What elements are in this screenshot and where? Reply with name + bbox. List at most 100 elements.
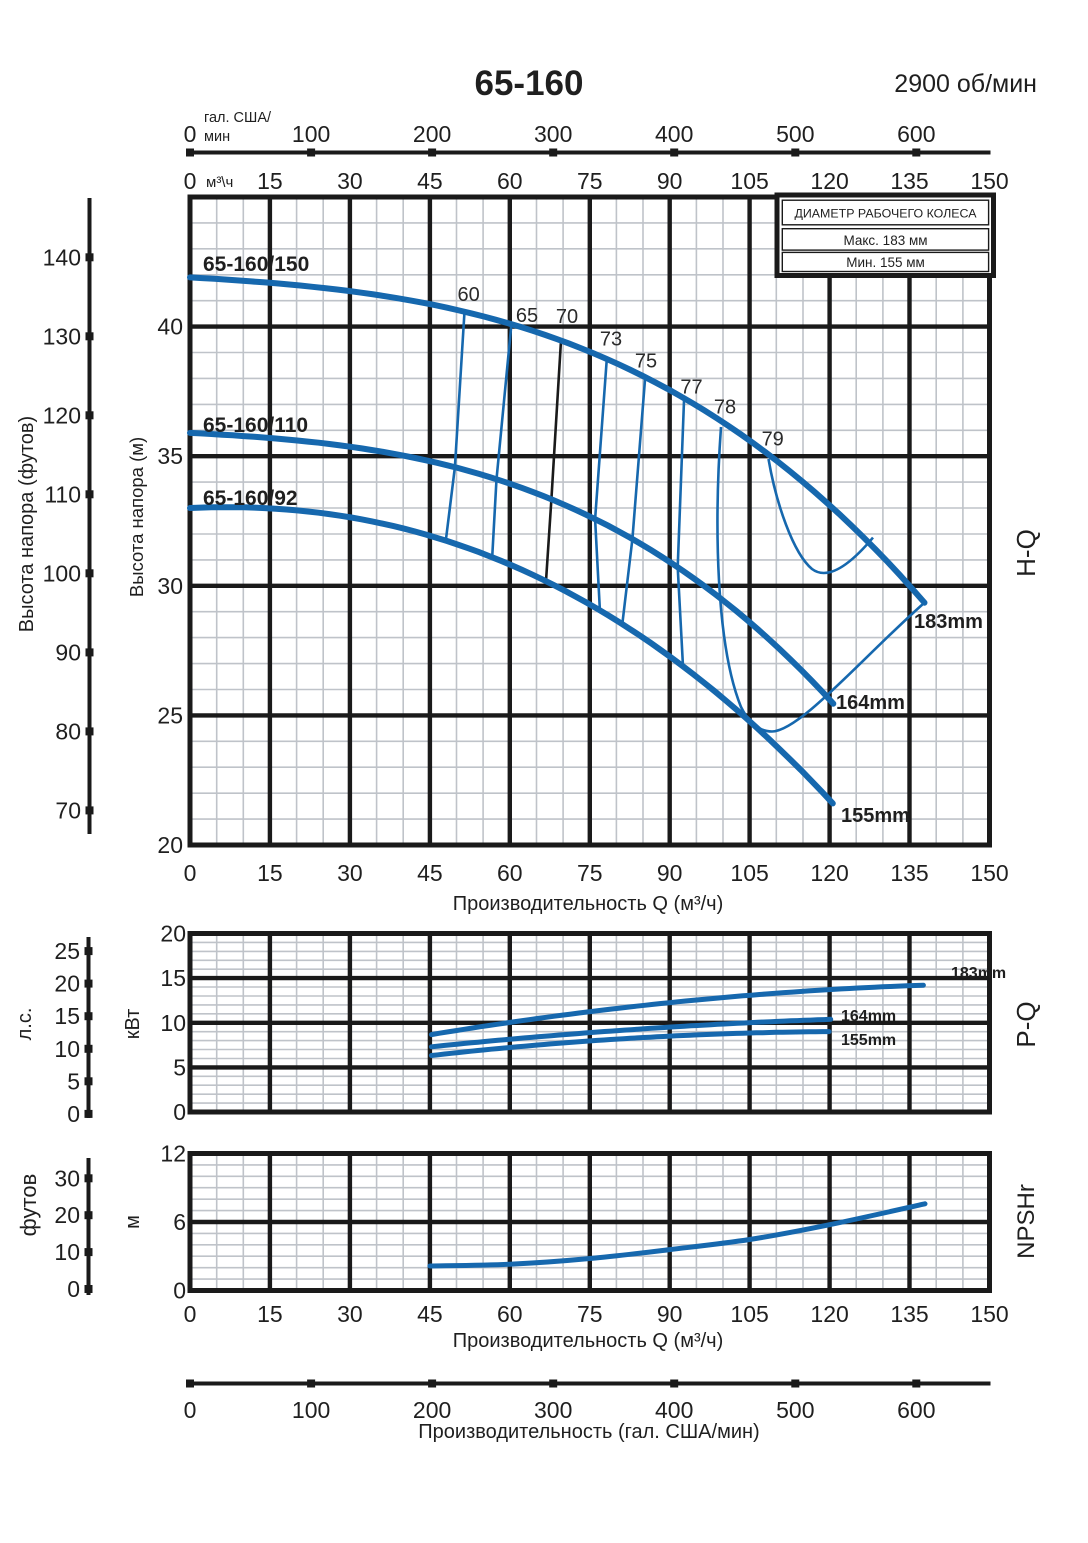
svg-text:110: 110 — [44, 481, 81, 507]
svg-text:5: 5 — [173, 1054, 186, 1080]
svg-text:60: 60 — [497, 860, 523, 886]
svg-text:NPSHr: NPSHr — [1013, 1184, 1040, 1259]
svg-text:мин: мин — [204, 129, 230, 145]
svg-text:77: 77 — [680, 377, 702, 399]
svg-text:12: 12 — [160, 1141, 186, 1167]
svg-text:400: 400 — [655, 1397, 693, 1423]
svg-text:65: 65 — [516, 305, 538, 327]
svg-text:200: 200 — [413, 1397, 451, 1423]
svg-text:кВт: кВт — [122, 1009, 144, 1040]
svg-text:Производительность Q (м³/ч): Производительность Q (м³/ч) — [453, 893, 724, 915]
svg-text:15: 15 — [160, 965, 186, 991]
svg-text:0: 0 — [184, 1301, 197, 1327]
svg-text:10: 10 — [54, 1239, 80, 1265]
svg-text:45: 45 — [417, 1301, 443, 1327]
svg-text:400: 400 — [655, 121, 693, 147]
svg-text:0: 0 — [184, 1397, 197, 1423]
svg-text:Производительность Q (м³/ч): Производительность Q (м³/ч) — [453, 1330, 724, 1352]
svg-text:90: 90 — [657, 860, 683, 886]
svg-text:90: 90 — [657, 168, 683, 194]
svg-text:65-160/110: 65-160/110 — [203, 414, 308, 437]
svg-text:60: 60 — [497, 168, 523, 194]
svg-text:120: 120 — [43, 402, 81, 428]
svg-text:500: 500 — [776, 1397, 814, 1423]
svg-text:45: 45 — [417, 168, 443, 194]
svg-text:P-Q: P-Q — [1011, 1001, 1041, 1047]
svg-text:105: 105 — [730, 168, 768, 194]
svg-text:10: 10 — [160, 1010, 186, 1036]
svg-text:15: 15 — [257, 860, 283, 886]
svg-text:120: 120 — [810, 1301, 848, 1327]
svg-text:25: 25 — [54, 938, 80, 964]
svg-text:10: 10 — [54, 1036, 80, 1062]
svg-text:70: 70 — [55, 797, 81, 823]
svg-text:90: 90 — [657, 1301, 683, 1327]
svg-text:65-160: 65-160 — [475, 64, 584, 103]
svg-text:60: 60 — [497, 1301, 523, 1327]
svg-text:100: 100 — [292, 1397, 330, 1423]
svg-text:164mm: 164mm — [841, 1008, 896, 1025]
svg-text:2900 об/мин: 2900 об/мин — [894, 70, 1037, 98]
svg-text:м: м — [122, 1215, 144, 1229]
svg-text:150: 150 — [970, 1301, 1008, 1327]
svg-text:60: 60 — [457, 284, 479, 306]
svg-text:600: 600 — [897, 121, 935, 147]
svg-text:135: 135 — [890, 1301, 928, 1327]
svg-text:150: 150 — [970, 168, 1008, 194]
svg-text:20: 20 — [157, 832, 183, 858]
svg-text:Высота напора (м): Высота напора (м) — [126, 437, 147, 597]
svg-text:75: 75 — [577, 860, 603, 886]
svg-text:15: 15 — [257, 1301, 283, 1327]
svg-text:200: 200 — [413, 121, 451, 147]
svg-text:15: 15 — [257, 168, 283, 194]
svg-text:0: 0 — [184, 121, 197, 147]
svg-text:Мин. 155 мм: Мин. 155 мм — [846, 255, 925, 270]
svg-text:78: 78 — [714, 397, 736, 419]
svg-text:130: 130 — [43, 323, 81, 349]
svg-text:90: 90 — [55, 639, 81, 665]
svg-text:ДИАМЕТР РАБОЧЕГО КОЛЕСА: ДИАМЕТР РАБОЧЕГО КОЛЕСА — [794, 207, 977, 221]
svg-text:35: 35 — [157, 443, 183, 469]
svg-text:120: 120 — [810, 168, 848, 194]
svg-text:5: 5 — [67, 1068, 80, 1094]
svg-text:Макс. 183 мм: Макс. 183 мм — [843, 233, 927, 248]
svg-text:30: 30 — [337, 168, 363, 194]
svg-text:183mm: 183mm — [914, 611, 983, 633]
svg-text:15: 15 — [54, 1003, 80, 1029]
svg-text:135: 135 — [890, 168, 928, 194]
svg-text:65-160/92: 65-160/92 — [203, 487, 298, 510]
svg-text:79: 79 — [762, 429, 784, 451]
svg-text:20: 20 — [160, 921, 186, 947]
svg-text:80: 80 — [55, 718, 81, 744]
svg-text:500: 500 — [776, 121, 814, 147]
svg-text:6: 6 — [173, 1209, 186, 1235]
svg-text:73: 73 — [600, 329, 622, 351]
svg-text:65-160/150: 65-160/150 — [203, 253, 309, 276]
svg-text:75: 75 — [577, 1301, 603, 1327]
svg-text:30: 30 — [54, 1165, 80, 1191]
svg-text:0: 0 — [67, 1276, 80, 1302]
svg-text:105: 105 — [730, 1301, 768, 1327]
svg-text:100: 100 — [43, 560, 81, 586]
svg-text:25: 25 — [157, 702, 183, 728]
svg-text:183mm: 183mm — [951, 965, 1006, 982]
svg-text:20: 20 — [54, 971, 80, 997]
svg-text:70: 70 — [556, 306, 578, 328]
svg-text:30: 30 — [337, 1301, 363, 1327]
svg-text:л.с.: л.с. — [14, 1008, 36, 1041]
svg-text:75: 75 — [635, 351, 657, 373]
svg-text:300: 300 — [534, 1397, 572, 1423]
svg-text:140: 140 — [43, 244, 81, 270]
svg-text:100: 100 — [292, 121, 330, 147]
svg-text:40: 40 — [157, 314, 183, 340]
svg-text:0: 0 — [184, 860, 197, 886]
svg-text:футов: футов — [16, 1174, 41, 1237]
svg-text:300: 300 — [534, 121, 572, 147]
svg-text:30: 30 — [337, 860, 363, 886]
svg-text:45: 45 — [417, 860, 443, 886]
svg-text:0: 0 — [173, 1278, 186, 1304]
svg-text:150: 150 — [970, 860, 1008, 886]
svg-text:0: 0 — [184, 168, 197, 194]
svg-text:155mm: 155mm — [841, 805, 910, 827]
svg-text:0: 0 — [67, 1101, 80, 1127]
